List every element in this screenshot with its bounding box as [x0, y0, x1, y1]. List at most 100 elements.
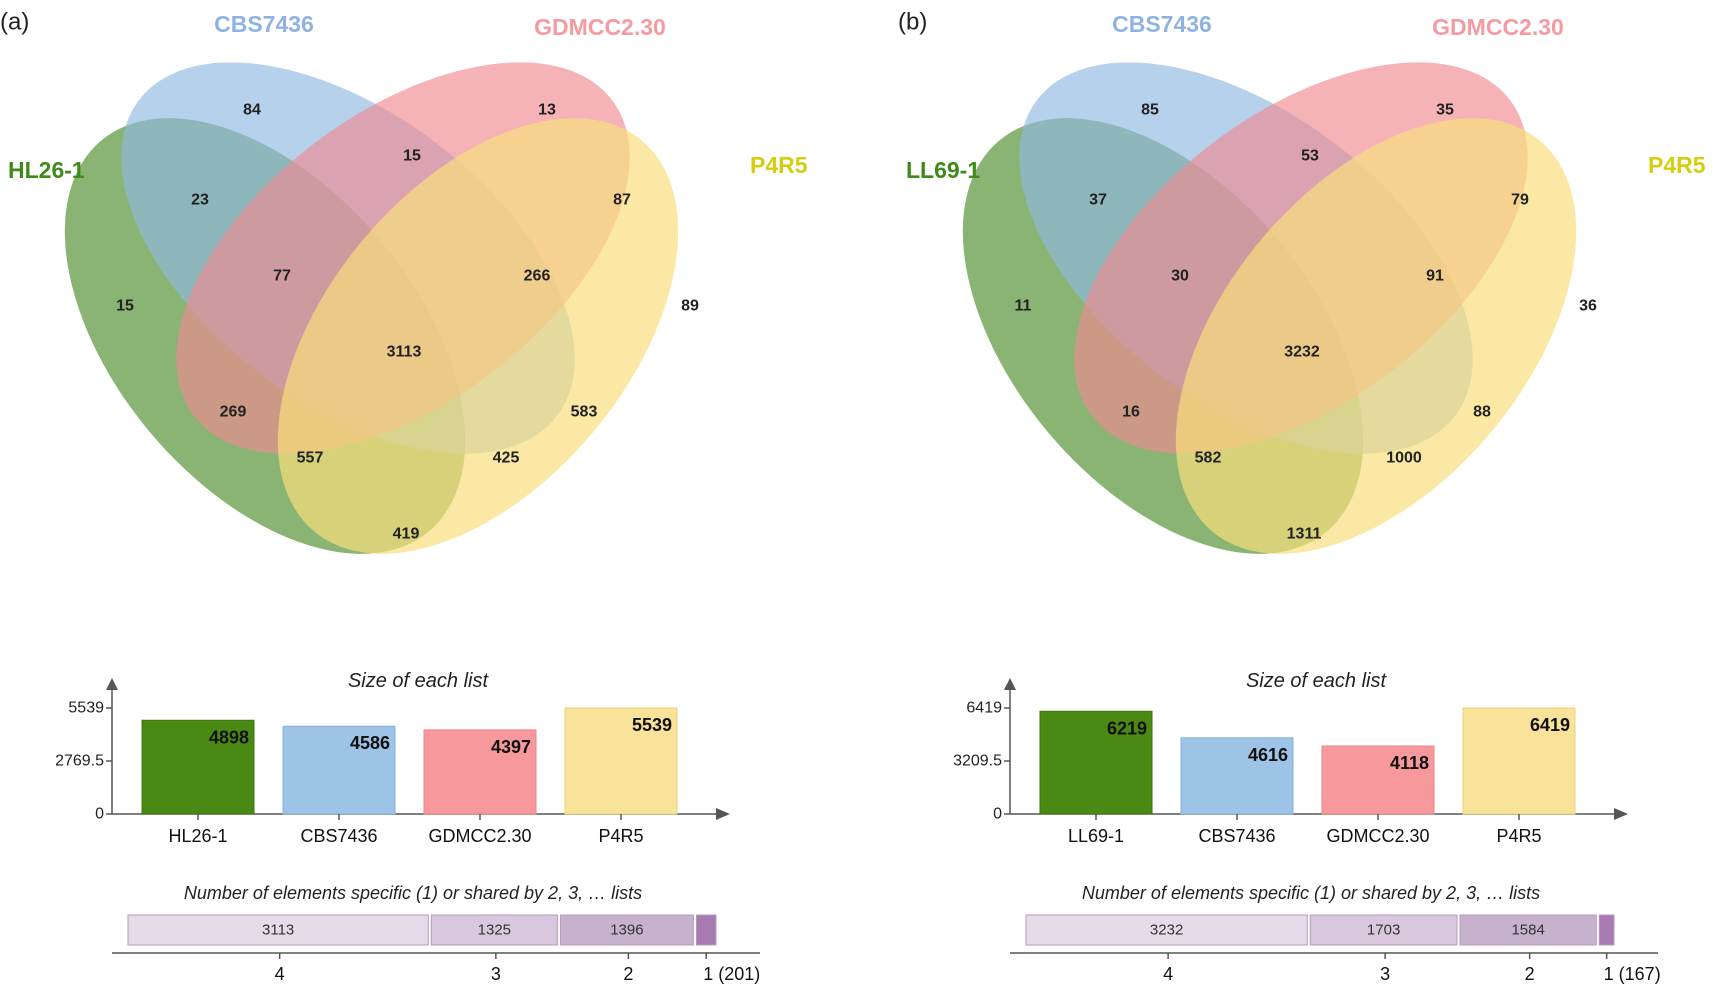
region-count: 87: [613, 192, 631, 209]
shared-segment-1-201: [695, 914, 717, 946]
shared-level-label: 1 (167): [1604, 964, 1661, 984]
y-axis-arrow: [106, 678, 118, 690]
bar-value-label: 4586: [350, 733, 390, 753]
y-tick-label: 5539: [68, 700, 104, 717]
y-tick-label: 0: [993, 806, 1002, 823]
bar-p4r5: [1462, 707, 1576, 815]
bar-ll69-1: [1039, 710, 1153, 815]
shared-segment-3: [1309, 914, 1458, 946]
region-count: 85: [1141, 102, 1159, 119]
shared-level-label: 3: [491, 964, 501, 984]
region-count: 583: [571, 404, 598, 421]
bar-cbs7436: [1180, 737, 1294, 815]
region-count: 91: [1426, 268, 1444, 285]
shared-segment-value: 1584: [1511, 922, 1544, 939]
shared-level-label: 1 (201): [703, 964, 760, 984]
shared-segment-1-167: [1598, 914, 1615, 946]
set-label-p4r5: P4R5: [1648, 152, 1706, 178]
bar-cbs7436: [282, 725, 396, 815]
set-label-ll69-1: LL69-1: [906, 157, 980, 183]
region-count: 13: [538, 102, 556, 119]
shared-level-label: 4: [275, 964, 285, 984]
y-tick-label: 2769.5: [55, 753, 104, 770]
region-count: 79: [1511, 192, 1529, 209]
shared-level-label: 2: [1525, 964, 1535, 984]
shared-level-label: 4: [1163, 964, 1173, 984]
bar-value-label: 6219: [1107, 718, 1147, 738]
panel-label: (b): [898, 9, 927, 36]
bar-gdmcc2-30: [1321, 745, 1435, 815]
set-label-hl26-1: HL26-1: [8, 157, 85, 183]
shared-segment-3: [430, 914, 558, 946]
y-tick-label: 6419: [966, 700, 1002, 717]
panel-b: (b) LL69-1 CBS7436 GDMCC2.30 P4R5 85 35 53 37 79 3…: [898, 9, 1706, 985]
region-count: 77: [273, 268, 291, 285]
shared-segment-4: [1025, 914, 1308, 946]
x-axis-arrow: [1614, 808, 1628, 820]
region-count: 1311: [1287, 526, 1322, 543]
bar-chart-title: Size of each list: [1246, 670, 1388, 692]
region-count: 582: [1195, 450, 1222, 467]
set-label-gdmcc2-30: GDMCC2.30: [1432, 14, 1564, 40]
region-count: 30: [1171, 268, 1189, 285]
x-tick-label: CBS7436: [300, 826, 377, 846]
y-axis-arrow: [1004, 678, 1016, 690]
bar-value-label: 4118: [1390, 753, 1429, 773]
region-count: 84: [243, 102, 261, 119]
shared-segment-value: 3113: [262, 922, 294, 939]
panel-label: (a): [0, 9, 29, 36]
region-count: 89: [681, 298, 699, 315]
shared-segment-4: [127, 914, 429, 946]
region-count: 419: [393, 526, 420, 543]
y-tick-label: 0: [95, 806, 104, 823]
shared-segment-2: [559, 914, 694, 946]
region-count: 15: [116, 298, 134, 315]
bar-value-label: 4616: [1248, 745, 1288, 765]
region-count: 269: [220, 404, 247, 421]
bar-value-label: 6419: [1530, 715, 1570, 735]
region-count: 88: [1473, 404, 1491, 421]
bar-value-label: 5539: [632, 715, 672, 735]
region-count: 3232: [1284, 344, 1320, 361]
shared-title: Number of elements specific (1) or share…: [1082, 883, 1540, 903]
x-axis-arrow: [716, 808, 730, 820]
shared-level-label: 3: [1380, 964, 1390, 984]
bar-value-label: 4397: [491, 737, 531, 757]
y-tick-label: 3209.5: [953, 753, 1002, 770]
region-count: 425: [493, 450, 520, 467]
region-count: 36: [1579, 298, 1597, 315]
bar-hl26-1: [141, 719, 255, 815]
x-tick-label: GDMCC2.30: [428, 826, 531, 846]
set-label-p4r5: P4R5: [750, 152, 808, 178]
venn-set-p4r5: [1175, 118, 1577, 554]
region-count: 11: [1015, 298, 1032, 315]
shared-segment-value: 3232: [1150, 922, 1183, 939]
venn-set-p4r5: [277, 118, 679, 554]
shared-segment-value: 1396: [610, 922, 643, 939]
set-label-gdmcc2-30: GDMCC2.30: [534, 14, 666, 40]
region-count: 3113: [387, 344, 422, 361]
region-count: 557: [297, 450, 324, 467]
region-count: 35: [1436, 102, 1454, 119]
region-count: 37: [1089, 192, 1107, 209]
region-count: 266: [524, 268, 551, 285]
bar-gdmcc2-30: [423, 729, 537, 815]
set-label-cbs7436: CBS7436: [1112, 11, 1212, 37]
x-tick-label: LL69-1: [1068, 826, 1124, 846]
x-tick-label: P4R5: [598, 826, 643, 846]
region-count: 53: [1301, 148, 1319, 165]
shared-segment-value: 1325: [478, 922, 511, 939]
x-tick-label: P4R5: [1496, 826, 1541, 846]
bar-chart-title: Size of each list: [348, 670, 490, 692]
x-tick-label: CBS7436: [1198, 826, 1275, 846]
set-label-cbs7436: CBS7436: [214, 11, 314, 37]
shared-level-label: 2: [623, 964, 633, 984]
region-count: 16: [1122, 404, 1140, 421]
shared-segment-2: [1459, 914, 1597, 946]
x-tick-label: HL26-1: [168, 826, 227, 846]
region-count: 1000: [1386, 450, 1422, 467]
region-count: 23: [191, 192, 209, 209]
x-tick-label: GDMCC2.30: [1326, 826, 1429, 846]
region-count: 15: [403, 148, 421, 165]
